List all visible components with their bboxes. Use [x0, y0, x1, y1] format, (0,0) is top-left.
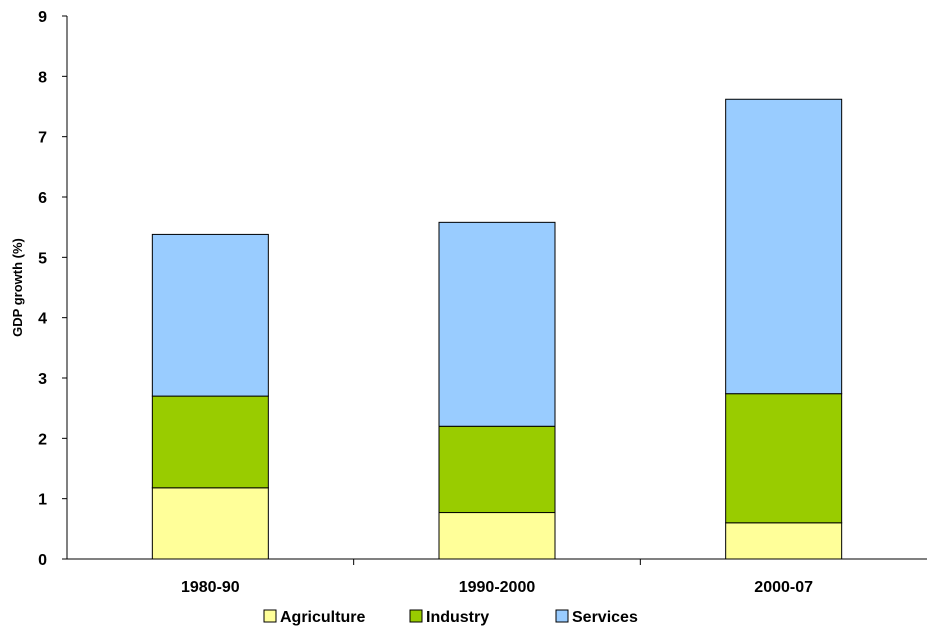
- bar-segment-services: [725, 98, 843, 395]
- x-axis-ticks: 1980-90 1990-2000 2000-07: [181, 559, 813, 596]
- legend-swatch-industry: [409, 609, 423, 623]
- y-axis-title: GDP growth (%): [10, 238, 25, 337]
- x-tick-label: 1990-2000: [459, 579, 536, 596]
- y-tick-label: 3: [38, 371, 47, 388]
- y-tick-label: 5: [38, 250, 47, 267]
- y-tick-label: 0: [38, 552, 47, 569]
- bar-segment-agriculture: [725, 522, 843, 560]
- x-tick-label: 2000-07: [754, 579, 813, 596]
- bar-segment-agriculture: [151, 487, 269, 560]
- legend-label-industry: Industry: [426, 609, 489, 626]
- legend: Agriculture Industry Services: [263, 609, 638, 626]
- y-tick-label: 7: [38, 130, 47, 147]
- legend-swatch-agriculture: [263, 609, 277, 623]
- y-tick-label: 4: [38, 311, 47, 328]
- y-tick-label: 2: [38, 431, 47, 448]
- legend-swatch-services: [555, 609, 569, 623]
- y-tick-label: 6: [38, 190, 47, 207]
- bar-segment-industry: [438, 425, 556, 514]
- plot-area: [151, 98, 843, 560]
- bar-segment-industry: [151, 395, 269, 489]
- legend-label-services: Services: [572, 609, 638, 626]
- bar-segment-services: [151, 233, 269, 397]
- legend-label-agriculture: Agriculture: [280, 609, 365, 626]
- bar-segment-agriculture: [438, 512, 556, 560]
- y-tick-label: 1: [38, 492, 47, 509]
- y-tick-label: 9: [38, 9, 47, 26]
- y-tick-label: 8: [38, 69, 47, 86]
- y-axis-ticks: 0 1 2 3 4 5 6 7 8 9: [38, 9, 67, 569]
- bar-segment-industry: [725, 393, 843, 524]
- bar-segment-services: [438, 221, 556, 427]
- x-tick-label: 1980-90: [181, 579, 240, 596]
